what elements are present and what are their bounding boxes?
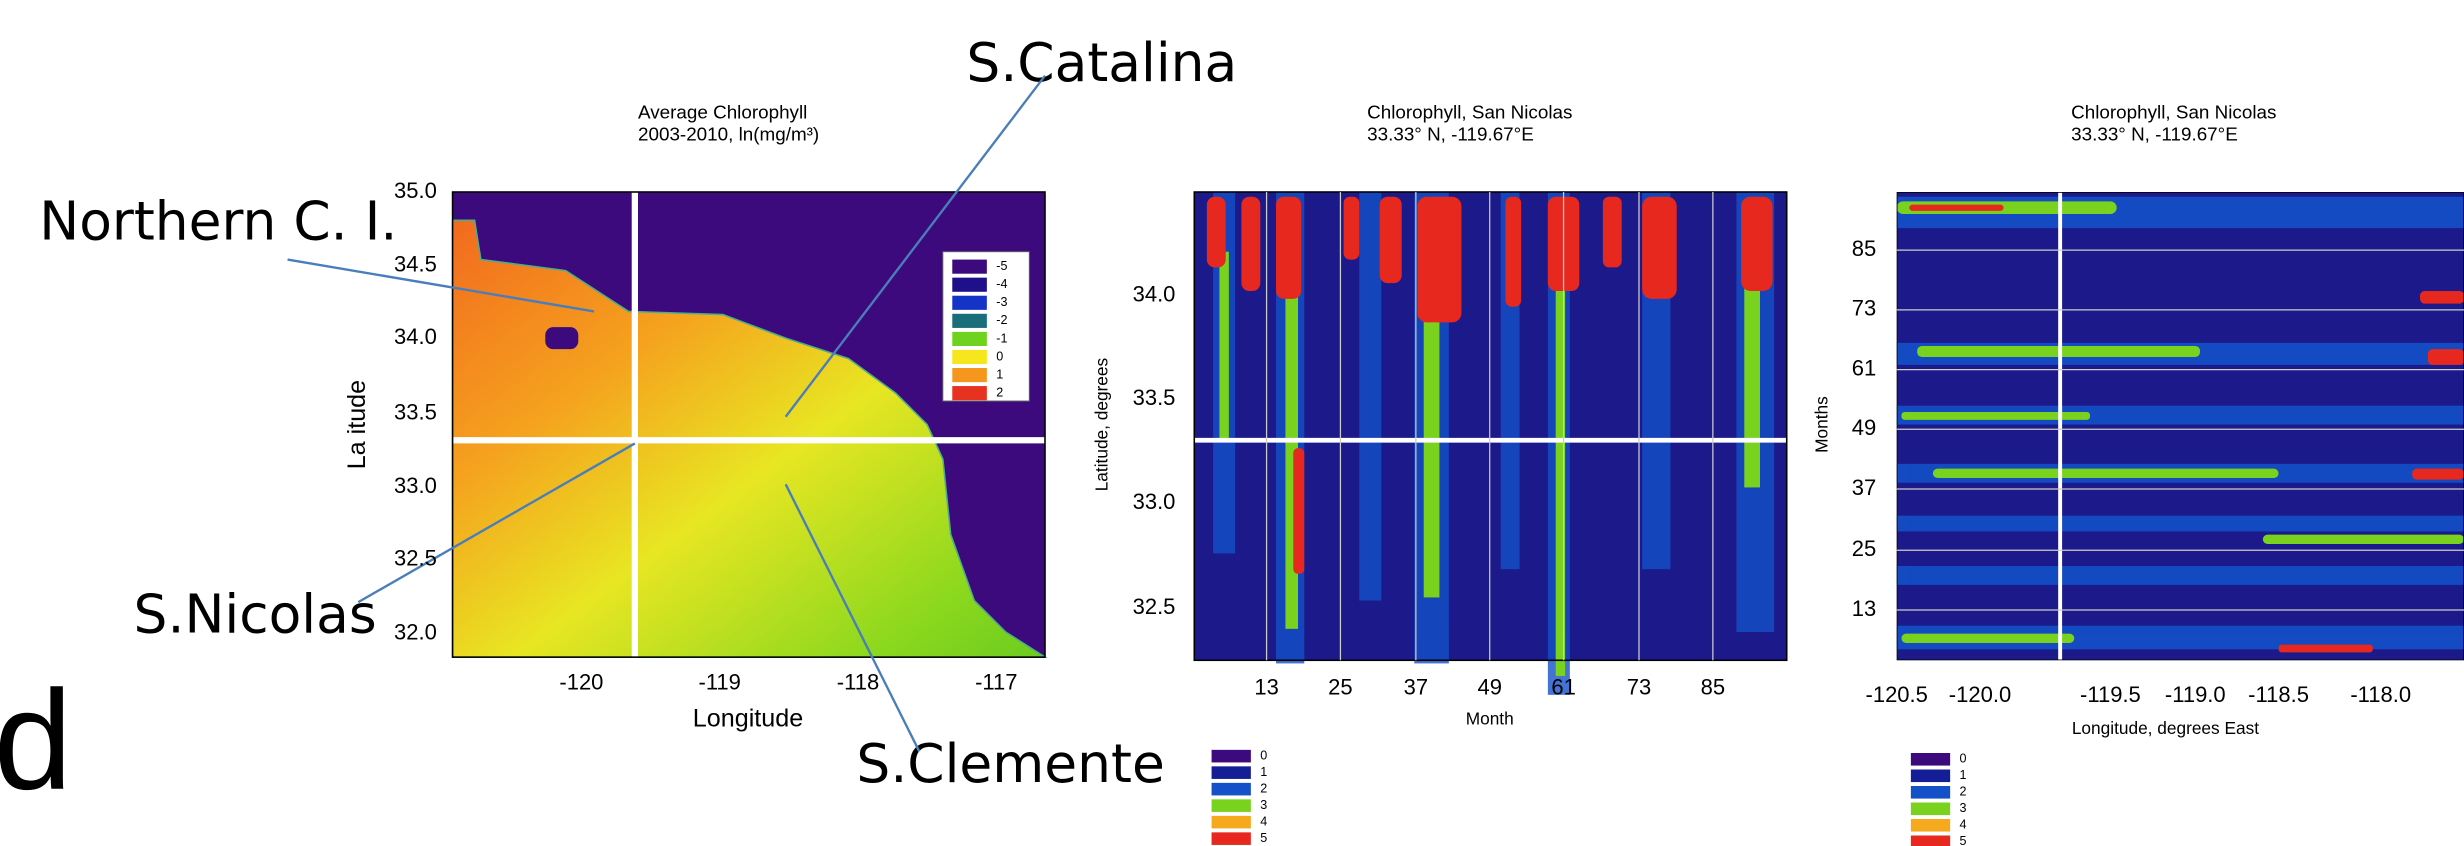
arrow [357,442,636,604]
legend-label: 4 [1260,814,1267,828]
legend-label: 2 [1260,781,1267,795]
y-tick-label: 34.0 [394,324,437,349]
legend-swatch [952,349,987,365]
heatmap-2 [1193,191,1788,695]
legend-swatch [1910,786,1951,799]
x-tick-label: 13 [1254,674,1278,699]
annotation: S.Nicolas [134,582,377,645]
x-tick-label: -120.0 [1949,682,2011,707]
y-axis-label: Latitude, degrees [1092,357,1112,491]
y-tick-label: 33.5 [1133,385,1176,410]
x-tick-label: -119 [699,670,741,695]
legend-swatch [1910,753,1951,766]
x-axis-label: Longitude, degrees East [2072,718,2259,738]
x-tick-label: -119.5 [2080,682,2141,707]
x-tick-label: -117 [975,670,1017,695]
legend-label: -5 [996,259,1007,273]
legend-label: -1 [996,331,1007,345]
y-tick-label: 61 [1852,355,1876,380]
x-tick-label: -120 [559,670,603,695]
legend-label: -3 [996,295,1007,309]
y-tick-label: 33.5 [394,399,437,424]
legend-label: 2 [1960,785,1967,799]
legend-swatch [1211,832,1251,845]
legend-label: 3 [1260,798,1267,812]
x-tick-label: -119.0 [2165,682,2226,707]
heatmap-3 [1896,192,2464,661]
chart-title: Chlorophyll, San Nicolas [2071,101,2276,122]
x-tick-label: 37 [1404,674,1428,699]
legend-label: 0 [1960,752,1967,766]
legend-swatch [952,313,987,328]
x-tick-label: -118.5 [2248,682,2309,707]
legend-swatch [952,386,987,401]
legend-swatch [1910,802,1951,816]
legend-label: 4 [1960,818,1967,832]
legend-label: 1 [1960,768,1967,782]
x-axis-label: Month [1466,709,1514,729]
chart-title: 2003-2010, ln(mg/m³) [638,123,819,144]
slide-fragment: d [0,661,72,819]
x-tick-label: 85 [1701,674,1725,699]
legend-swatch [952,331,987,346]
legend-swatch [952,295,987,310]
legend-swatch [952,277,987,292]
legend-swatch [952,368,987,383]
legend-label: 1 [996,367,1003,381]
legend-swatch [1211,815,1251,829]
y-tick-label: 32.5 [394,546,437,571]
legend-swatch [1910,819,1951,832]
annotation: S.Catalina [966,31,1237,94]
y-tick-label: 37 [1852,475,1876,500]
legend-label: 5 [1960,834,1967,846]
chart-title: 33.33° N, -119.67°E [2071,123,2238,144]
arrow [784,483,921,752]
x-tick-label: -118 [837,670,879,695]
x-tick-label: 73 [1627,674,1651,699]
x-tick-label: 25 [1328,674,1352,699]
y-tick-label: 34.5 [394,252,437,277]
y-axis-label: La itude [343,380,371,469]
legend-label: 1 [1260,765,1267,779]
y-tick-label: 32.0 [394,619,437,644]
legend-label: 3 [1960,801,1967,815]
chart-title: Chlorophyll, San Nicolas [1367,101,1572,122]
legend-label: -2 [996,313,1007,327]
y-tick-label: 73 [1852,296,1876,321]
y-tick-label: 32.5 [1133,594,1176,619]
x-tick-label: -120.5 [1866,682,1928,707]
legend-swatch [1211,782,1251,796]
y-tick-label: 35.0 [394,178,437,203]
legend-label: 5 [1260,831,1267,845]
legend-swatch [952,259,987,274]
legend-swatch [1211,799,1251,812]
arrow [287,258,595,313]
x-tick-label: 49 [1477,674,1501,699]
legend-swatch [1211,749,1251,763]
annotation: S.Clemente [856,732,1164,795]
legend-label: 0 [1260,748,1267,762]
x-tick-label: -118.0 [2350,682,2411,707]
y-tick-label: 49 [1852,415,1876,440]
y-tick-label: 33.0 [394,473,437,498]
x-axis-label: Longitude [693,705,803,733]
y-tick-label: 13 [1852,596,1876,621]
annotation: Northern C. I. [39,190,397,253]
legend-label: 0 [996,349,1003,363]
legend-label: 2 [996,385,1003,399]
legend-label: -4 [996,277,1007,291]
y-tick-label: 85 [1852,236,1876,261]
y-axis-label: Months [1811,396,1831,453]
y-tick-label: 34.0 [1133,282,1176,307]
legend-swatch [1211,766,1251,779]
chart-title: 33.33° N, -119.67°E [1367,123,1534,144]
y-tick-label: 25 [1852,536,1876,561]
legend-swatch [1910,769,1951,783]
arrow [784,75,1046,418]
y-tick-label: 33.0 [1133,489,1176,514]
chart-title: Average Chlorophyll [638,101,807,122]
legend-swatch [1910,835,1951,846]
x-tick-label: 61 [1551,674,1575,699]
